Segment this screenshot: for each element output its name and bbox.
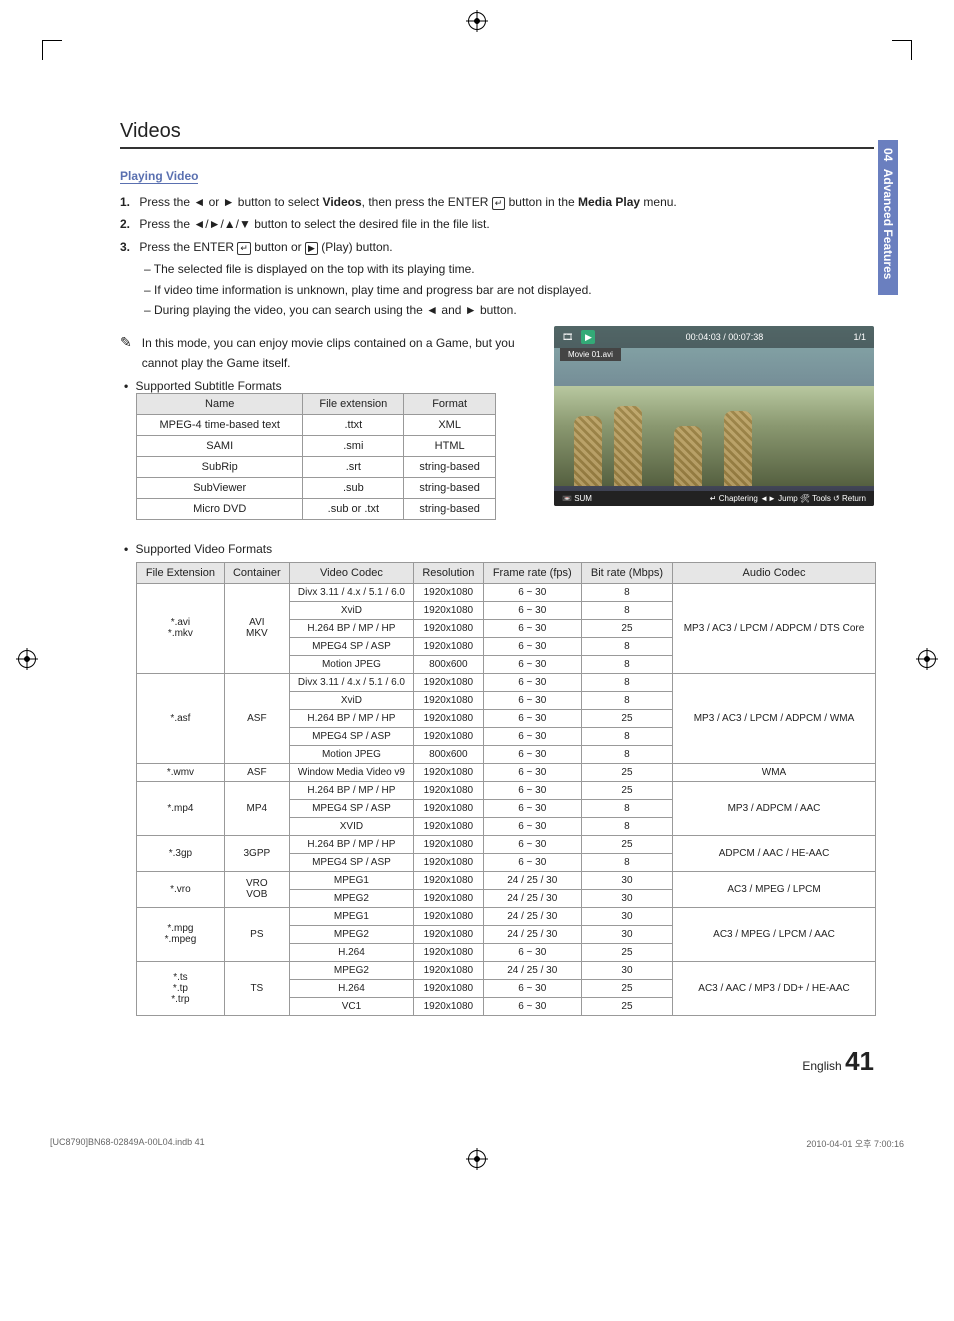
footer-right: 2010-04-01 오후 7:00:16	[806, 1137, 904, 1150]
video-preview: 🎞 ▶ 00:04:03 / 00:07:38 1/1 Movie 01.avi…	[554, 326, 874, 506]
th-ext: File extension	[303, 393, 404, 414]
enter-icon: ↵	[492, 197, 506, 210]
table-row: SAMI.smiHTML	[137, 435, 496, 456]
subitem: During playing the video, you can search…	[144, 300, 874, 320]
preview-sum: 📼 SUM	[562, 494, 592, 503]
step-subitems: The selected file is displayed on the to…	[144, 259, 874, 320]
step-3: 3. Press the ENTER ↵ button or ▶ ► (Play…	[120, 237, 874, 257]
page-title: Videos	[120, 120, 874, 149]
subheading: Playing Video	[120, 169, 198, 184]
table-row: *.avi *.mkvAVI MKVDivx 3.11 / 4.x / 5.1 …	[137, 583, 876, 601]
subtitle-table: Name File extension Format MPEG-4 time-b…	[136, 393, 496, 520]
th-name: Name	[137, 393, 303, 414]
preview-controls: ↵ Chaptering ◄► Jump 🛠 Tools ↺ Return	[710, 494, 866, 503]
note-text: In this mode, you can enjoy movie clips …	[142, 334, 534, 372]
play-icon: ▶	[581, 330, 595, 344]
table-row: MPEG-4 time-based text.ttxtXML	[137, 414, 496, 435]
preview-time: 00:04:03 / 00:07:38	[603, 332, 845, 342]
note: ✎ In this mode, you can enjoy movie clip…	[120, 334, 534, 372]
table-row: *.vroVRO VOBMPEG11920x108024 / 25 / 3030…	[137, 871, 876, 889]
table-row: *.wmvASFWindow Media Video v91920x10806 …	[137, 763, 876, 781]
video-formats-table: File ExtensionContainerVideo CodecResolu…	[136, 562, 876, 1016]
table-row: *.3gp3GPPH.264 BP / MP / HP1920x10806 ~ …	[137, 835, 876, 853]
film-icon: 🎞	[562, 332, 573, 343]
footer-left: [UC8790]BN68-02849A-00L04.indb 41	[50, 1137, 205, 1150]
preview-topbar: 🎞 ▶ 00:04:03 / 00:07:38 1/1	[554, 326, 874, 348]
subitem: The selected file is displayed on the to…	[144, 259, 874, 279]
registration-mark	[468, 1150, 486, 1168]
preview-filename: Movie 01.avi	[560, 348, 621, 361]
video-formats-title: Supported Video Formats	[136, 542, 874, 556]
step-2: 2. Press the ◄/►/▲/▼ button to select th…	[120, 214, 874, 234]
table-row: *.ts *.tp *.trpTSMPEG21920x108024 / 25 /…	[137, 961, 876, 979]
preview-bottombar: 📼 SUM ↵ Chaptering ◄► Jump 🛠 Tools ↺ Ret…	[554, 491, 874, 506]
step-1: 1. Press the ◄ or ► button to select Vid…	[120, 192, 874, 212]
subtitle-formats-title: Supported Subtitle Formats	[136, 379, 534, 393]
table-row: *.mp4MP4H.264 BP / MP / HP1920x10806 ~ 3…	[137, 781, 876, 799]
table-row: *.asfASFDivx 3.11 / 4.x / 5.1 / 6.01920x…	[137, 673, 876, 691]
preview-scene	[554, 386, 874, 486]
note-icon: ✎	[120, 334, 132, 351]
table-row: SubRip.srtstring-based	[137, 456, 496, 477]
play-icon: ▶	[305, 242, 318, 255]
th-format: Format	[404, 393, 496, 414]
page-number: English 41	[120, 1046, 874, 1077]
table-row: SubViewer.substring-based	[137, 477, 496, 498]
table-row: *.mpg *.mpegPSMPEG11920x108024 / 25 / 30…	[137, 907, 876, 925]
preview-counter: 1/1	[853, 332, 866, 342]
steps-list: 1. Press the ◄ or ► button to select Vid…	[120, 192, 874, 257]
subitem: If video time information is unknown, pl…	[144, 280, 874, 300]
enter-icon: ↵	[237, 242, 251, 255]
table-row: Micro DVD.sub or .txtstring-based	[137, 498, 496, 519]
